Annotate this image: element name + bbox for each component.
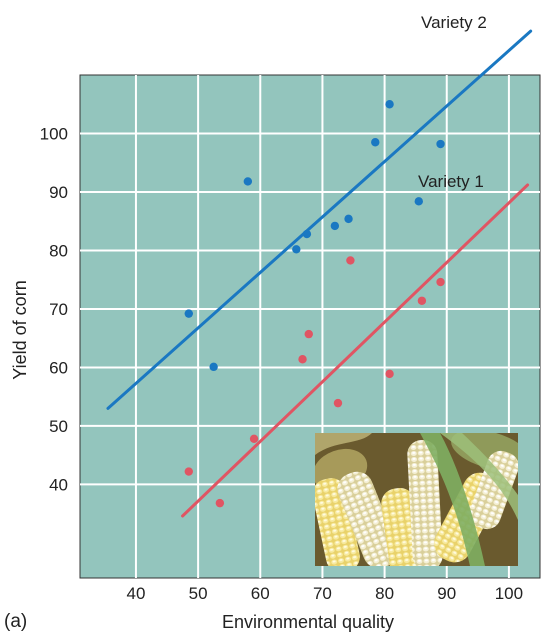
y-axis-ticks: 40 50 60 70 80 90 100 (40, 124, 68, 494)
data-point-variety-1 (184, 467, 193, 476)
data-point-variety-2 (344, 214, 353, 224)
data-point-variety-1 (333, 398, 343, 408)
data-point-variety-1 (249, 434, 259, 443)
x-tick-label: 100 (495, 584, 523, 603)
data-point-variety-1 (417, 296, 427, 305)
series-label-variety-2: Variety 2 (421, 13, 487, 32)
trend-line-variety-2 (106, 29, 533, 410)
data-point-variety-2 (436, 139, 445, 149)
data-point-variety-2 (292, 245, 301, 254)
data-point-variety-2 (302, 229, 312, 239)
trend-lines (106, 29, 533, 518)
data-point-variety-1 (385, 369, 394, 379)
data-point-variety-2 (371, 138, 380, 147)
y-tick-label: 50 (49, 417, 68, 436)
x-tick-label: 80 (375, 584, 394, 603)
y-tick-label: 40 (49, 475, 68, 494)
y-tick-label: 100 (40, 124, 68, 143)
x-axis-title: Environmental quality (222, 612, 394, 632)
y-axis-title: Yield of corn (10, 280, 30, 379)
corn-photo (315, 433, 518, 566)
x-axis-ticks: 40 50 60 70 80 90 100 (126, 584, 523, 603)
panel-label: (a) (4, 611, 27, 632)
data-point-variety-2 (414, 197, 423, 206)
data-point-variety-1 (346, 256, 355, 265)
y-tick-label: 60 (49, 358, 68, 377)
data-point-variety-2 (330, 221, 340, 231)
data-point-variety-1 (304, 329, 313, 339)
x-tick-label: 90 (437, 584, 456, 603)
trend-line-variety-1 (181, 183, 530, 518)
y-tick-label: 90 (49, 183, 68, 202)
data-point-variety-2 (385, 100, 394, 109)
y-tick-label: 80 (49, 241, 68, 260)
data-point-variety-1 (436, 277, 445, 287)
data-point-variety-2 (243, 177, 253, 186)
data-point-variety-1 (215, 498, 225, 508)
data-point-variety-2 (184, 309, 193, 318)
y-tick-label: 70 (49, 300, 68, 319)
x-tick-label: 50 (189, 584, 208, 603)
data-point-variety-2 (209, 362, 218, 372)
x-tick-label: 60 (251, 584, 270, 603)
data-point-variety-1 (298, 355, 307, 364)
x-tick-label: 70 (313, 584, 332, 603)
series-label-variety-1: Variety 1 (418, 172, 484, 191)
data-points (184, 100, 445, 508)
x-tick-label: 40 (126, 584, 145, 603)
